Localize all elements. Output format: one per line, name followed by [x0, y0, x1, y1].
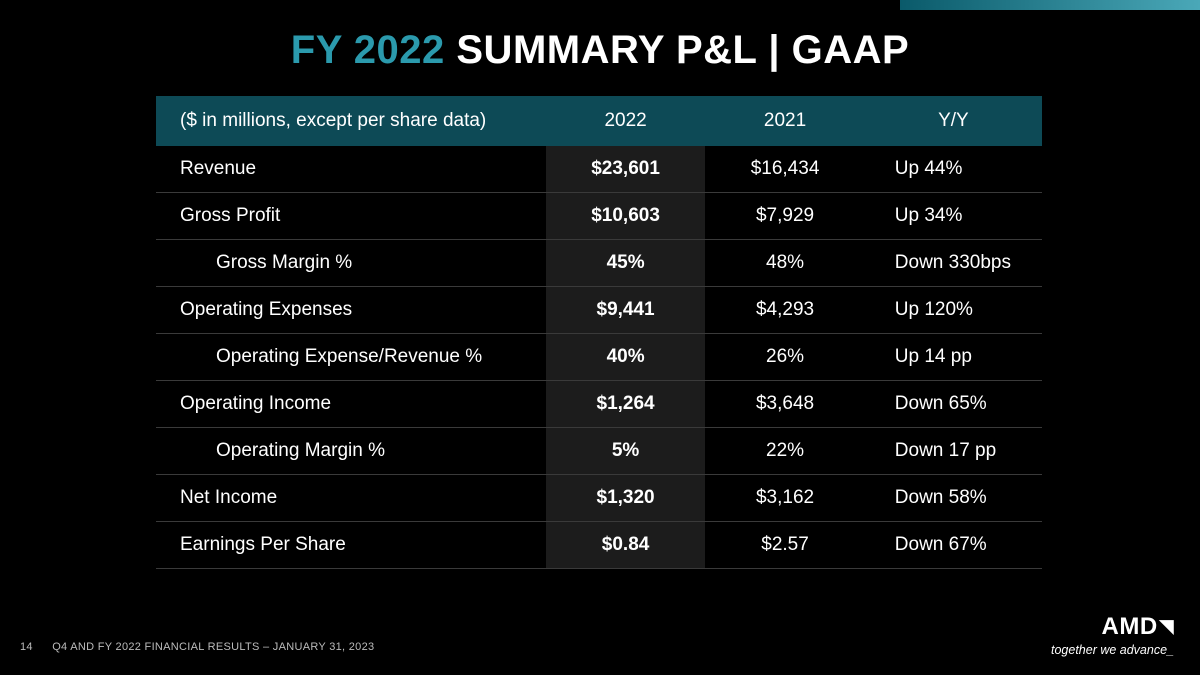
footer-text: Q4 AND FY 2022 FINANCIAL RESULTS – JANUA… [52, 641, 374, 653]
row-2021: $2.57 [705, 522, 864, 569]
row-yy: Up 34% [865, 193, 1042, 240]
pnl-table: ($ in millions, except per share data) 2… [156, 96, 1042, 569]
amd-logo-text: AMD [1102, 613, 1158, 640]
row-2021: $4,293 [705, 287, 864, 334]
row-2022: $23,601 [546, 146, 705, 193]
row-yy: Down 17 pp [865, 428, 1042, 475]
table-row: Net Income$1,320$3,162Down 58% [156, 475, 1042, 522]
table-header-row: ($ in millions, except per share data) 2… [156, 96, 1042, 146]
row-2022: $10,603 [546, 193, 705, 240]
accent-bar [900, 0, 1200, 10]
table-row: Operating Expense/Revenue %40%26%Up 14 p… [156, 334, 1042, 381]
table-row: Operating Expenses$9,441$4,293Up 120% [156, 287, 1042, 334]
amd-arrow-icon: ◥ [1160, 616, 1174, 637]
row-label: Revenue [156, 146, 546, 193]
title-rest: SUMMARY P&L | GAAP [445, 28, 909, 72]
row-label: Operating Expense/Revenue % [156, 334, 546, 381]
table-row: Operating Income$1,264$3,648Down 65% [156, 381, 1042, 428]
row-yy: Down 65% [865, 381, 1042, 428]
row-label: Operating Income [156, 381, 546, 428]
table-row: Earnings Per Share$0.84$2.57Down 67% [156, 522, 1042, 569]
row-yy: Up 120% [865, 287, 1042, 334]
row-2021: 48% [705, 240, 864, 287]
amd-logo: AMD◥ [1051, 613, 1174, 641]
title-accent: FY 2022 [291, 28, 445, 72]
col-header-yy: Y/Y [865, 96, 1042, 146]
row-2022: $1,264 [546, 381, 705, 428]
row-2021: $3,648 [705, 381, 864, 428]
row-label: Earnings Per Share [156, 522, 546, 569]
row-label: Gross Margin % [156, 240, 546, 287]
row-2022: $1,320 [546, 475, 705, 522]
row-2022: 45% [546, 240, 705, 287]
brand-block: AMD◥ together we advance_ [1051, 613, 1174, 657]
row-yy: Down 58% [865, 475, 1042, 522]
col-header-label: ($ in millions, except per share data) [156, 96, 546, 146]
col-header-2021: 2021 [705, 96, 864, 146]
row-2022: 5% [546, 428, 705, 475]
row-2021: $3,162 [705, 475, 864, 522]
row-label: Operating Margin % [156, 428, 546, 475]
amd-tagline: together we advance_ [1051, 643, 1174, 657]
row-yy: Up 14 pp [865, 334, 1042, 381]
page-number: 14 [20, 641, 33, 653]
pnl-table-container: ($ in millions, except per share data) 2… [156, 96, 1042, 569]
row-2022: $9,441 [546, 287, 705, 334]
row-yy: Down 330bps [865, 240, 1042, 287]
row-2021: $7,929 [705, 193, 864, 240]
row-2022: $0.84 [546, 522, 705, 569]
row-yy: Down 67% [865, 522, 1042, 569]
row-2021: 26% [705, 334, 864, 381]
table-row: Gross Margin %45%48%Down 330bps [156, 240, 1042, 287]
row-2021: $16,434 [705, 146, 864, 193]
row-label: Operating Expenses [156, 287, 546, 334]
row-label: Gross Profit [156, 193, 546, 240]
row-label: Net Income [156, 475, 546, 522]
table-row: Gross Profit$10,603$7,929Up 34% [156, 193, 1042, 240]
row-2021: 22% [705, 428, 864, 475]
col-header-2022: 2022 [546, 96, 705, 146]
table-row: Operating Margin %5%22%Down 17 pp [156, 428, 1042, 475]
slide-footer: 14 Q4 AND FY 2022 FINANCIAL RESULTS – JA… [20, 641, 374, 653]
row-yy: Up 44% [865, 146, 1042, 193]
page-title: FY 2022 SUMMARY P&L | GAAP [0, 28, 1200, 73]
table-row: Revenue$23,601$16,434Up 44% [156, 146, 1042, 193]
row-2022: 40% [546, 334, 705, 381]
